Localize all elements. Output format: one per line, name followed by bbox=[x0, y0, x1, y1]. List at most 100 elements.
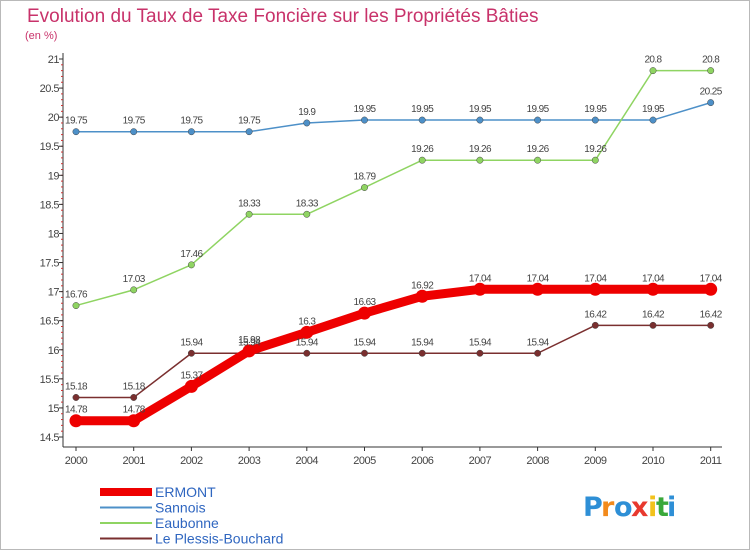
data-point bbox=[303, 210, 311, 218]
data-point bbox=[588, 282, 602, 296]
data-point bbox=[649, 321, 657, 329]
y-tick-label: 18 bbox=[48, 228, 60, 240]
data-point bbox=[707, 99, 715, 107]
series-sannois bbox=[72, 99, 715, 136]
data-label: 18.79 bbox=[353, 172, 376, 183]
data-label: 19.95 bbox=[584, 104, 607, 115]
series-layer bbox=[69, 67, 718, 428]
data-point bbox=[184, 379, 198, 393]
data-label: 19.75 bbox=[238, 116, 261, 127]
data-label: 17.04 bbox=[700, 273, 723, 284]
data-label: 19.26 bbox=[469, 144, 492, 155]
logo-letter: r bbox=[601, 492, 615, 523]
data-point bbox=[591, 156, 599, 164]
data-label: 20.25 bbox=[700, 87, 723, 98]
y-tick-label: 18.5 bbox=[40, 199, 60, 211]
x-tick-label: 2005 bbox=[353, 455, 376, 467]
series-le-plessis-bouchard bbox=[72, 321, 715, 401]
data-point bbox=[591, 321, 599, 329]
legend-label: Sannois bbox=[155, 500, 206, 516]
data-label: 19.75 bbox=[65, 116, 88, 127]
x-tick-label: 2001 bbox=[122, 455, 145, 467]
data-label: 16.42 bbox=[642, 309, 665, 320]
data-label: 18.33 bbox=[296, 198, 319, 209]
data-label: 17.04 bbox=[584, 273, 607, 284]
data-label: 15.94 bbox=[296, 337, 319, 348]
y-tick-label: 15 bbox=[48, 403, 60, 415]
data-point bbox=[300, 325, 314, 339]
data-point bbox=[473, 282, 487, 296]
data-point bbox=[361, 116, 368, 124]
data-label: 14.78 bbox=[123, 405, 146, 416]
data-label: 15.94 bbox=[527, 337, 550, 348]
data-label: 16.42 bbox=[700, 309, 723, 320]
y-tick-label: 17 bbox=[48, 287, 60, 299]
data-point bbox=[187, 128, 195, 136]
data-point bbox=[646, 282, 660, 296]
data-label: 16.92 bbox=[411, 280, 434, 291]
data-label: 17.04 bbox=[527, 273, 550, 284]
logo-letter: o bbox=[614, 492, 633, 523]
data-label: 16.76 bbox=[65, 290, 88, 301]
data-point bbox=[361, 349, 368, 357]
data-point bbox=[415, 289, 429, 303]
data-label: 17.46 bbox=[180, 249, 203, 260]
data-point bbox=[707, 321, 715, 329]
data-label: 16.3 bbox=[298, 316, 316, 327]
data-point bbox=[361, 184, 368, 191]
data-point bbox=[418, 156, 426, 164]
data-point bbox=[72, 394, 80, 401]
y-tick-label: 19 bbox=[48, 170, 60, 182]
x-tick-label: 2011 bbox=[700, 455, 722, 467]
x-tick-label: 2000 bbox=[65, 455, 88, 467]
data-point bbox=[476, 156, 484, 164]
y-tick-label: 21 bbox=[48, 54, 60, 66]
legend-label: Le Plessis-Bouchard bbox=[155, 531, 283, 547]
logo-letter: t bbox=[656, 492, 669, 523]
data-point bbox=[591, 116, 599, 124]
data-label: 15.94 bbox=[180, 337, 203, 348]
data-labels: 19.75 19.75 19.75 19.75 19.9 19.95 19.95 19.95 1… bbox=[65, 55, 723, 416]
data-point bbox=[418, 349, 426, 357]
data-point bbox=[534, 156, 542, 164]
legend-label: ERMONT bbox=[155, 484, 216, 500]
y-tick-label: 15.5 bbox=[40, 374, 60, 386]
data-label: 19.26 bbox=[411, 144, 434, 155]
data-point bbox=[130, 128, 138, 136]
data-point bbox=[69, 414, 83, 428]
data-label: 15.94 bbox=[353, 337, 376, 348]
data-label: 19.95 bbox=[642, 104, 665, 115]
data-label: 19.75 bbox=[180, 116, 203, 127]
x-tick-label: 2002 bbox=[180, 455, 203, 467]
y-tick-label: 19.5 bbox=[40, 141, 60, 153]
data-label: 20.8 bbox=[702, 55, 720, 66]
data-point bbox=[242, 344, 256, 358]
data-point bbox=[707, 67, 715, 75]
series-line bbox=[71, 284, 716, 426]
data-label: 17.04 bbox=[469, 273, 492, 284]
data-label: 19.9 bbox=[298, 107, 316, 118]
data-point bbox=[358, 306, 371, 320]
data-label: 20.8 bbox=[644, 55, 662, 66]
y-tick-label: 20 bbox=[48, 112, 60, 124]
data-point bbox=[531, 282, 545, 296]
proxiti-logo: Pr ox iti bbox=[583, 492, 676, 523]
data-point bbox=[534, 116, 542, 124]
series-eaubonne bbox=[72, 67, 715, 310]
data-point bbox=[534, 349, 542, 357]
data-label: 19.95 bbox=[411, 104, 434, 115]
data-label: 16.63 bbox=[353, 297, 376, 308]
chart-title: Evolution du Taux de Taxe Foncière sur l… bbox=[27, 6, 539, 27]
data-point bbox=[72, 302, 80, 310]
data-point bbox=[130, 394, 138, 401]
data-point bbox=[303, 119, 311, 127]
logo-letter: x bbox=[631, 492, 648, 523]
series-line bbox=[75, 324, 712, 399]
data-point bbox=[476, 349, 484, 357]
data-point bbox=[303, 349, 311, 357]
data-label: 19.75 bbox=[123, 116, 146, 127]
legend-label: Eaubonne bbox=[155, 515, 219, 531]
y-tick-label: 14.5 bbox=[40, 432, 60, 444]
